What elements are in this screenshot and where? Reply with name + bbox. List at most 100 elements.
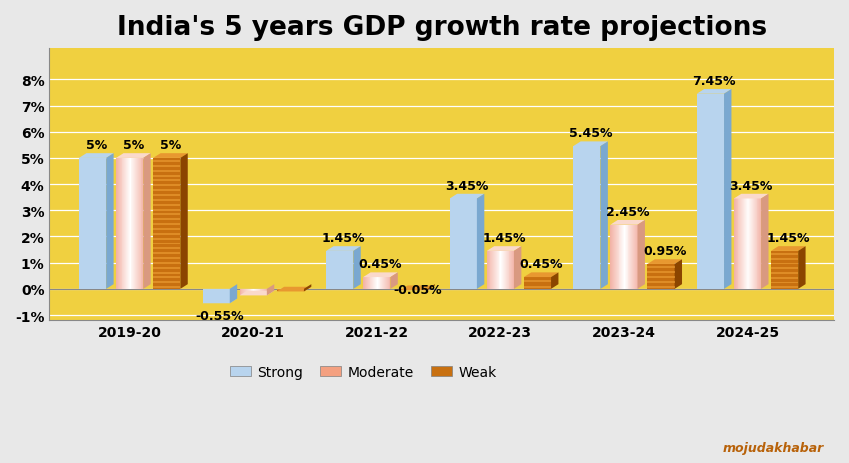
Bar bbox=[250, 289, 251, 296]
Bar bbox=[615, 225, 616, 289]
Bar bbox=[493, 251, 494, 289]
Bar bbox=[524, 286, 551, 288]
Bar bbox=[648, 267, 675, 269]
Bar bbox=[258, 289, 259, 296]
Bar bbox=[245, 289, 246, 296]
Polygon shape bbox=[427, 285, 435, 291]
Bar bbox=[141, 158, 142, 289]
Bar bbox=[384, 277, 385, 289]
Polygon shape bbox=[116, 154, 150, 158]
Bar bbox=[266, 289, 267, 296]
Bar bbox=[381, 277, 382, 289]
Bar bbox=[153, 277, 180, 279]
Bar bbox=[239, 289, 240, 296]
Bar bbox=[486, 251, 487, 289]
Polygon shape bbox=[524, 273, 559, 277]
Title: India's 5 years GDP growth rate projections: India's 5 years GDP growth rate projecti… bbox=[116, 15, 767, 41]
Bar bbox=[400, 289, 427, 291]
Bar bbox=[153, 238, 180, 240]
Bar bbox=[378, 277, 379, 289]
Bar bbox=[524, 277, 551, 289]
Bar bbox=[251, 289, 252, 296]
Bar bbox=[506, 251, 507, 289]
Bar bbox=[125, 158, 126, 289]
Bar bbox=[153, 253, 180, 255]
Bar bbox=[735, 199, 736, 289]
Bar bbox=[142, 158, 143, 289]
Text: -0.05%: -0.05% bbox=[393, 283, 441, 296]
Bar bbox=[634, 225, 635, 289]
Bar bbox=[153, 158, 180, 289]
Bar bbox=[153, 185, 180, 187]
Bar bbox=[734, 199, 735, 289]
Bar bbox=[246, 289, 247, 296]
Bar bbox=[255, 289, 256, 296]
Bar bbox=[153, 166, 180, 168]
Bar bbox=[648, 276, 675, 279]
Bar bbox=[623, 225, 624, 289]
Bar bbox=[739, 199, 740, 289]
Bar bbox=[252, 289, 253, 296]
Bar bbox=[498, 251, 499, 289]
Polygon shape bbox=[771, 247, 806, 251]
Text: 5%: 5% bbox=[86, 139, 107, 152]
Polygon shape bbox=[450, 194, 484, 199]
Polygon shape bbox=[477, 194, 484, 289]
Polygon shape bbox=[79, 154, 114, 158]
Bar bbox=[256, 289, 257, 296]
Bar bbox=[264, 289, 265, 296]
Bar bbox=[512, 251, 513, 289]
Bar bbox=[504, 251, 505, 289]
Polygon shape bbox=[363, 273, 398, 277]
Bar bbox=[496, 251, 497, 289]
Bar bbox=[137, 158, 138, 289]
Bar bbox=[510, 251, 511, 289]
Bar bbox=[754, 199, 755, 289]
Bar bbox=[153, 209, 180, 211]
Bar bbox=[390, 277, 391, 289]
Bar bbox=[488, 251, 490, 289]
Bar bbox=[627, 225, 628, 289]
Bar bbox=[513, 251, 514, 289]
Polygon shape bbox=[400, 286, 435, 291]
Polygon shape bbox=[610, 220, 645, 225]
Text: 1.45%: 1.45% bbox=[767, 232, 810, 244]
Text: 5%: 5% bbox=[123, 139, 144, 152]
Text: 7.45%: 7.45% bbox=[693, 75, 736, 88]
Bar bbox=[240, 289, 241, 296]
Bar bbox=[742, 199, 743, 289]
Bar bbox=[753, 199, 754, 289]
Bar bbox=[697, 94, 724, 289]
Bar bbox=[499, 251, 500, 289]
Bar bbox=[614, 225, 615, 289]
Text: 2.45%: 2.45% bbox=[606, 206, 649, 219]
Bar bbox=[153, 233, 180, 235]
Bar bbox=[153, 224, 180, 225]
Polygon shape bbox=[239, 291, 274, 296]
Bar bbox=[749, 199, 750, 289]
Bar bbox=[631, 225, 633, 289]
Polygon shape bbox=[353, 247, 361, 289]
Bar bbox=[509, 251, 510, 289]
Bar bbox=[511, 251, 512, 289]
Bar bbox=[367, 277, 368, 289]
Bar bbox=[771, 258, 798, 260]
Bar bbox=[133, 158, 134, 289]
Bar bbox=[153, 180, 180, 182]
Bar bbox=[771, 253, 798, 256]
Polygon shape bbox=[514, 247, 521, 289]
Bar bbox=[134, 158, 135, 289]
Bar bbox=[503, 251, 504, 289]
Bar bbox=[153, 263, 180, 264]
Bar bbox=[123, 158, 124, 289]
Bar bbox=[625, 225, 626, 289]
Bar bbox=[622, 225, 623, 289]
Bar bbox=[611, 225, 612, 289]
Bar bbox=[637, 225, 638, 289]
Bar bbox=[757, 199, 758, 289]
Bar bbox=[369, 277, 370, 289]
Bar bbox=[259, 289, 260, 296]
Polygon shape bbox=[180, 154, 188, 289]
Bar bbox=[153, 267, 180, 269]
Bar bbox=[648, 264, 675, 289]
